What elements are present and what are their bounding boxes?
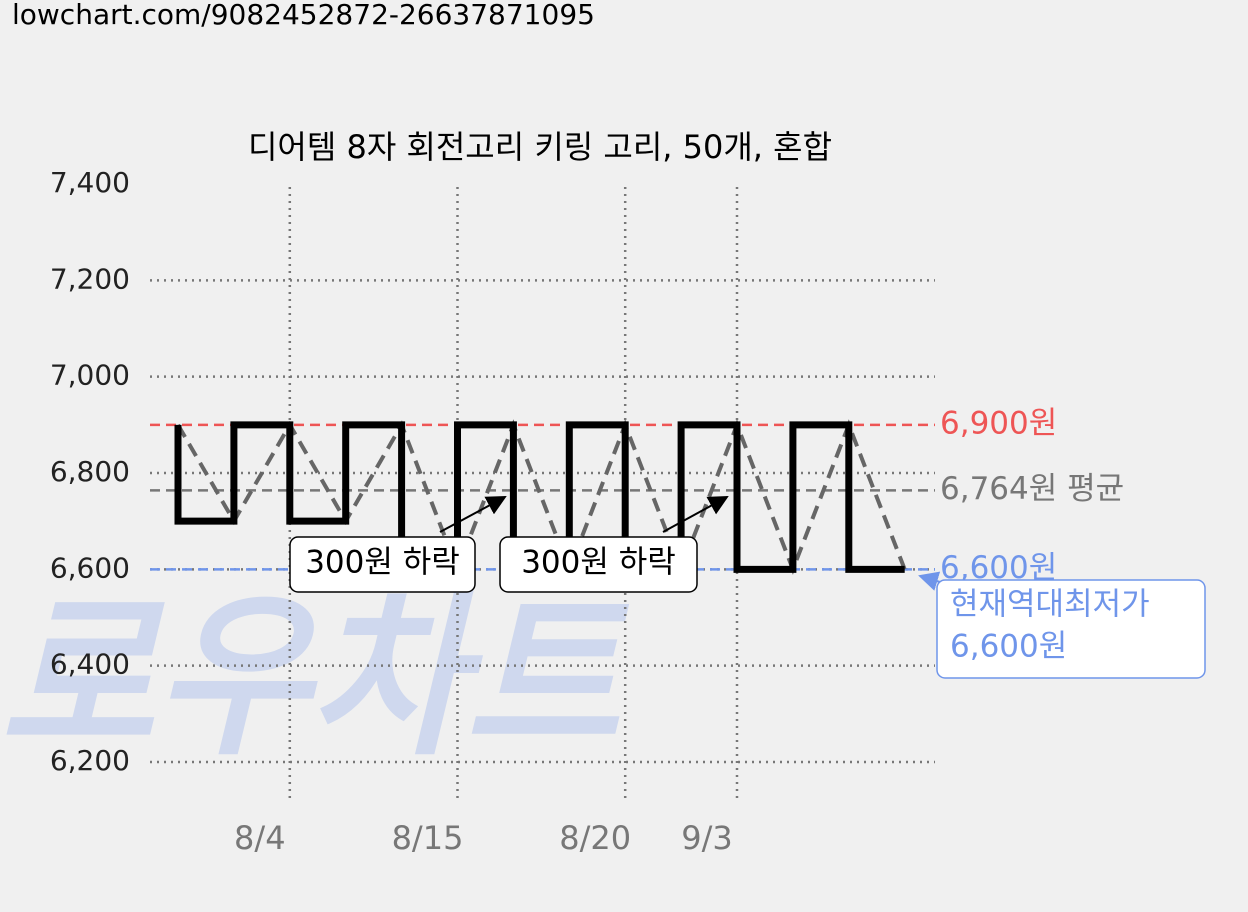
annotation-box	[499, 536, 698, 593]
x-tick-label: 8/4	[234, 819, 286, 857]
min-note-box	[936, 579, 1206, 679]
annotation-arrow	[662, 496, 729, 533]
trend-line	[176, 419, 907, 575]
watermark: 로우차트	[0, 577, 630, 780]
chart-title: 디어템 8자 회전고리 키링 고리, 50개, 혼합	[248, 128, 832, 166]
annotation-text: 300원 하락	[305, 545, 460, 581]
url: lowchart.com/9082452872-26637871095	[12, 0, 595, 31]
min-note-text: 현재역대최저가	[950, 587, 1150, 623]
y-tick-label: 6,400	[50, 648, 130, 681]
annotation-text: 300원 하락	[521, 545, 676, 581]
reference-label: 6,900원	[940, 405, 1057, 441]
y-tick-label: 6,600	[50, 551, 130, 584]
y-tick-label: 6,200	[50, 744, 130, 777]
y-tick-label: 7,200	[50, 262, 130, 295]
y-tick-label: 7,400	[50, 166, 130, 199]
y-tick-label: 7,000	[50, 359, 130, 392]
x-tick-label: 8/15	[392, 819, 464, 857]
x-tick-label: 9/3	[681, 819, 733, 857]
reference-label: 6,764원 평균	[940, 471, 1124, 507]
annotation-box	[289, 536, 476, 593]
y-tick-label: 6,800	[50, 455, 130, 488]
annotation-arrow	[439, 496, 507, 533]
x-tick-label: 8/20	[559, 819, 631, 857]
min-note-text: 6,600원	[950, 629, 1067, 665]
min-arrow	[918, 571, 941, 591]
